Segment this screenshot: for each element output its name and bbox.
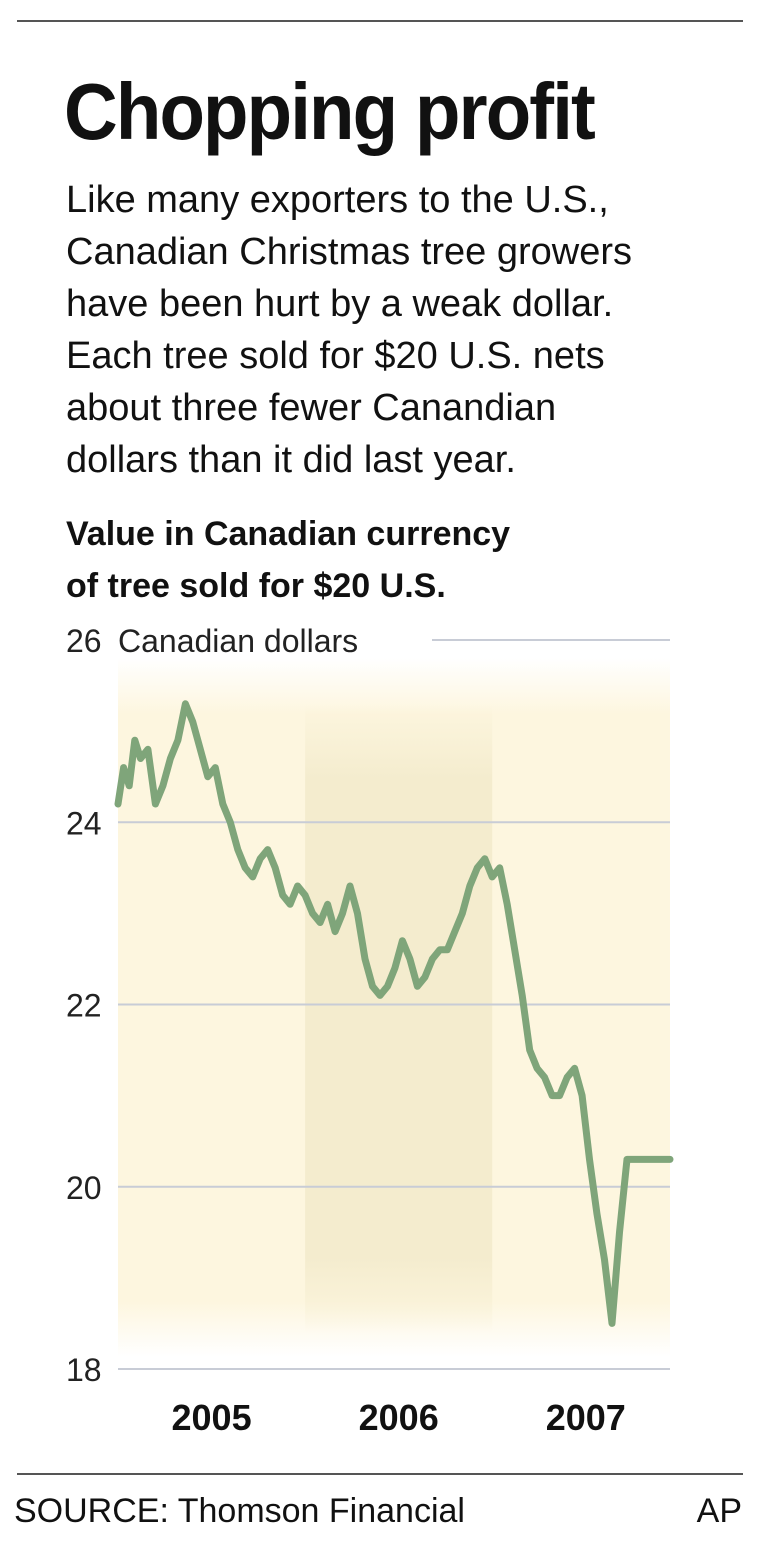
intro-text: Like many exporters to the U.S., Canadia… xyxy=(66,179,633,481)
y-tick-label-24: 24 xyxy=(66,805,102,841)
line-chart: 18 20 22 24 26 Canadian dollars 2005 2006 2007 xyxy=(66,623,674,1438)
top-rule xyxy=(17,20,743,22)
credit-label: AP xyxy=(696,1492,742,1530)
bottom-rule xyxy=(17,1473,743,1475)
y-tick-label-26: 26 xyxy=(66,623,102,659)
source-note: SOURCE: Thomson Financial xyxy=(14,1492,465,1530)
year-band-2006 xyxy=(305,703,493,1333)
x-tick-label-2006: 2006 xyxy=(359,1397,439,1438)
x-tick-label-2005: 2005 xyxy=(172,1397,252,1438)
series-line xyxy=(114,700,674,1327)
chart-title: Value in Canadian currency of tree sold … xyxy=(66,515,511,605)
x-tick-label-2007: 2007 xyxy=(546,1397,626,1438)
y-tick-label-18: 18 xyxy=(66,1352,102,1388)
y-tick-label-20: 20 xyxy=(66,1170,102,1206)
y-axis-label: Canadian dollars xyxy=(118,623,358,659)
y-tick-label-22: 22 xyxy=(66,988,102,1024)
headline: Chopping profit xyxy=(64,67,596,156)
